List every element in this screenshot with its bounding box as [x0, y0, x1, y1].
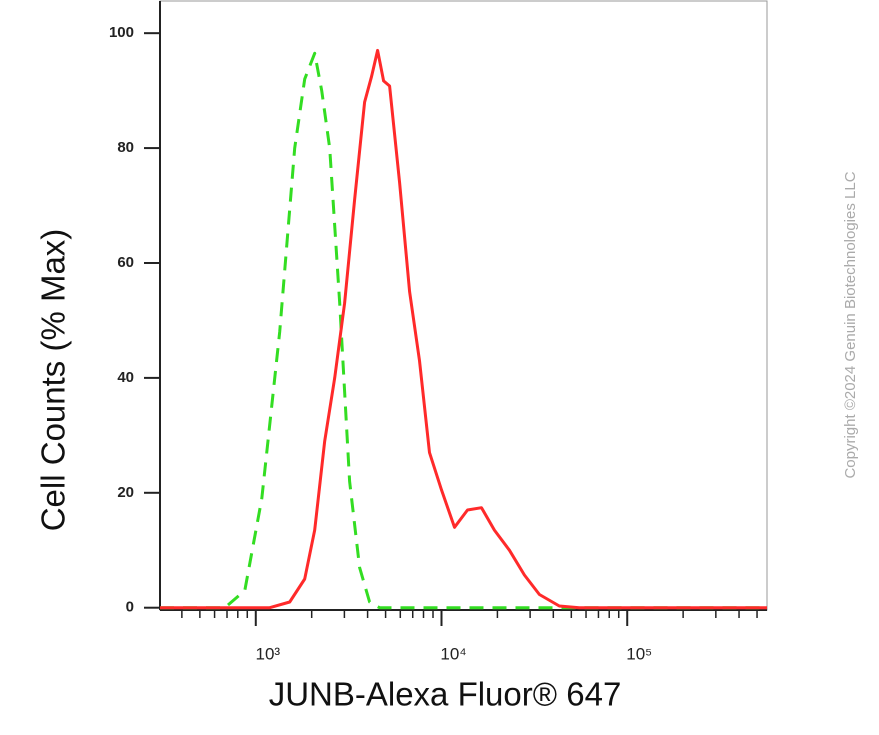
y-axis-title: Cell Counts (% Max) [35, 229, 72, 532]
y-tick-label: 40 [117, 369, 134, 386]
plot-frame [159, 0, 768, 611]
x-tick-label: 10⁴ [440, 644, 466, 663]
y-tick-label: 60 [117, 254, 134, 271]
y-tick-label: 0 [126, 599, 134, 616]
x-tick-label: 10³ [255, 644, 280, 663]
y-tick-label: 100 [109, 24, 134, 41]
histogram-line [160, 51, 767, 610]
y-tick-label: 20 [117, 484, 134, 501]
copyright: Copyright ©2024 Genuin Biotechnologies L… [842, 171, 859, 478]
y-tick-label: 80 [117, 139, 134, 156]
histogram-line [160, 48, 767, 610]
x-axis-title: JUNB-Alexa Fluor® 647 [269, 676, 622, 713]
x-tick-label: 10⁵ [626, 644, 652, 663]
